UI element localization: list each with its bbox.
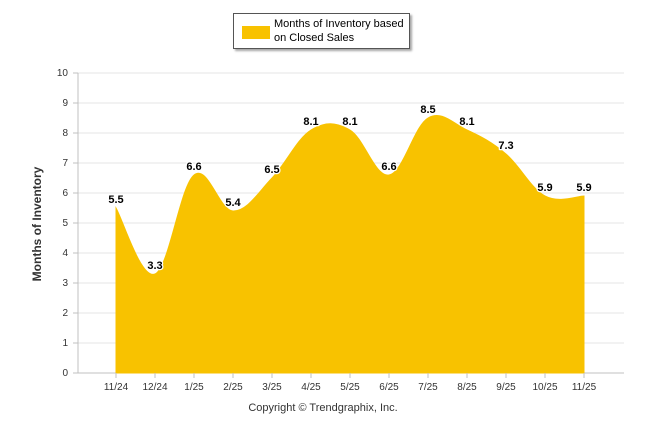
y-tick-label: 8 xyxy=(62,128,68,139)
y-tick-label: 10 xyxy=(57,68,69,79)
y-axis-title: Months of Inventory xyxy=(30,166,44,282)
legend: Months of Inventory based on Closed Sale… xyxy=(233,13,410,49)
x-tick-label: 2/25 xyxy=(223,382,243,393)
x-tick-label: 9/25 xyxy=(496,382,516,393)
data-label: 6.6 xyxy=(186,161,201,173)
y-tick-label: 5 xyxy=(62,218,68,229)
y-tick-label: 1 xyxy=(62,338,68,349)
legend-swatch xyxy=(242,26,270,39)
data-label: 8.1 xyxy=(342,116,357,128)
y-tick-label: 3 xyxy=(62,278,68,289)
y-tick-label: 4 xyxy=(62,248,68,259)
y-tick-label: 0 xyxy=(62,368,68,379)
y-tick-label: 9 xyxy=(62,98,68,109)
x-tick-label: 11/24 xyxy=(104,382,129,393)
data-label: 5.5 xyxy=(108,194,123,206)
y-tick-label: 2 xyxy=(62,308,68,319)
y-tick-label: 7 xyxy=(62,158,68,169)
data-label: 6.5 xyxy=(264,164,279,176)
x-tick-label: 3/25 xyxy=(262,382,282,393)
data-label: 5.4 xyxy=(225,197,241,209)
data-label: 8.1 xyxy=(459,116,474,128)
x-tick-label: 8/25 xyxy=(457,382,477,393)
data-label: 8.1 xyxy=(303,116,318,128)
data-label: 6.6 xyxy=(381,161,396,173)
x-tick-label: 12/24 xyxy=(142,382,167,393)
data-label: 7.3 xyxy=(498,140,513,152)
data-label: 3.3 xyxy=(147,260,162,272)
x-tick-label: 7/25 xyxy=(418,382,438,393)
copyright-text: Copyright © Trendgraphix, Inc. xyxy=(248,402,398,414)
legend-label: Months of Inventory based on Closed Sale… xyxy=(274,18,404,44)
x-tick-label: 4/25 xyxy=(301,382,321,393)
x-tick-label: 11/25 xyxy=(572,382,597,393)
x-tick-label: 5/25 xyxy=(340,382,360,393)
data-label: 8.5 xyxy=(420,104,435,116)
series-area xyxy=(115,115,585,374)
x-tick-label: 10/25 xyxy=(532,382,557,393)
x-tick-label: 1/25 xyxy=(184,382,204,393)
data-label: 5.9 xyxy=(576,182,591,194)
y-tick-label: 6 xyxy=(62,188,68,199)
data-label: 5.9 xyxy=(537,182,552,194)
x-tick-label: 6/25 xyxy=(379,382,399,393)
